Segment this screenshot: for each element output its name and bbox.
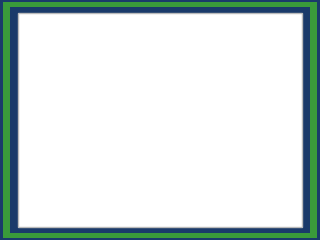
Text: How do the sizes of protons and
neutrons compare?: How do the sizes of protons and neutrons… (22, 55, 257, 88)
Text: A. They are the same size.: A. They are the same size. (22, 108, 206, 122)
Text: C. Neutrons are smaller than
   protons.: C. Neutrons are smaller than protons. (22, 194, 222, 225)
Text: B. Protons are smaller than
   neutrons.: B. Protons are smaller than neutrons. (22, 146, 211, 177)
Text: Think-Group-Share: Think-Group-Share (62, 22, 253, 40)
